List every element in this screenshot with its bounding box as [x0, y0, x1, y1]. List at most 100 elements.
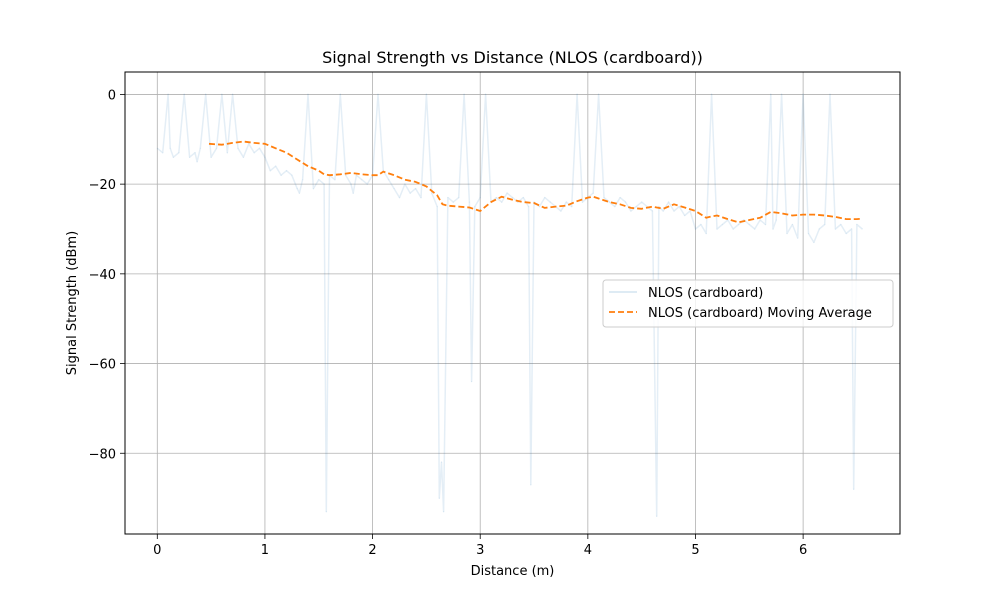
- moving-average-point: [566, 205, 567, 206]
- moving-average-point: [340, 174, 341, 175]
- raw-data-point: [479, 197, 481, 199]
- moving-average-point: [350, 172, 351, 173]
- raw-data-point: [818, 228, 820, 230]
- raw-data-point: [530, 484, 532, 486]
- moving-average-point: [598, 198, 599, 199]
- raw-data-point: [420, 197, 422, 199]
- x-tick-label: 5: [691, 543, 699, 558]
- raw-data-point: [807, 232, 810, 235]
- raw-data-point: [438, 497, 440, 499]
- moving-average-point: [856, 219, 857, 220]
- raw-data-point: [576, 93, 578, 95]
- raw-data-point: [511, 197, 514, 199]
- raw-data-point: [312, 188, 314, 190]
- raw-data-point: [522, 197, 524, 199]
- y-tick-label: −60: [89, 358, 116, 373]
- raw-data-point: [662, 210, 664, 212]
- raw-data-point: [377, 93, 379, 95]
- raw-data-point: [210, 156, 212, 158]
- raw-data-point: [705, 232, 707, 235]
- raw-data-point: [565, 201, 567, 203]
- raw-data-point: [447, 197, 449, 199]
- raw-data-point: [829, 93, 831, 95]
- raw-data-point: [549, 201, 551, 203]
- raw-data-point: [156, 147, 158, 149]
- raw-data-point: [781, 93, 783, 95]
- raw-data-point: [581, 201, 584, 203]
- raw-data-point: [775, 219, 777, 221]
- moving-average-point: [813, 214, 814, 215]
- raw-data-point: [352, 192, 354, 194]
- moving-average-point: [577, 201, 578, 202]
- moving-average-point: [630, 207, 631, 208]
- raw-data-point: [162, 152, 164, 154]
- raw-data-point: [673, 210, 675, 212]
- raw-data-point: [656, 515, 658, 517]
- moving-average-point: [372, 175, 373, 176]
- y-tick-label: −40: [89, 268, 116, 283]
- moving-average-point: [490, 202, 491, 203]
- raw-data-point: [748, 223, 750, 226]
- raw-data-point: [737, 223, 740, 226]
- raw-data-point: [759, 219, 761, 221]
- moving-average-point: [695, 210, 696, 211]
- raw-data-point: [253, 152, 255, 154]
- raw-data-point: [764, 223, 767, 226]
- moving-average-point: [620, 204, 621, 205]
- axes-frame: [124, 71, 901, 535]
- raw-data-point: [791, 223, 794, 226]
- raw-data-point: [404, 183, 406, 185]
- raw-data-point: [684, 214, 686, 217]
- raw-data-point: [754, 228, 756, 230]
- raw-data-point: [183, 93, 185, 95]
- raw-data-point: [458, 197, 460, 199]
- raw-data-point: [167, 93, 169, 95]
- raw-data-point: [694, 228, 697, 230]
- raw-data-point: [544, 197, 546, 199]
- moving-average-point: [275, 148, 276, 149]
- moving-average-point: [593, 196, 594, 197]
- moving-average-point: [609, 202, 610, 203]
- raw-data-point: [630, 210, 632, 212]
- raw-data-point: [215, 147, 218, 149]
- raw-data-point: [851, 228, 853, 230]
- raw-data-point: [275, 165, 277, 167]
- raw-data-point: [307, 93, 309, 95]
- raw-data-point: [350, 183, 352, 185]
- moving-average-point: [404, 179, 405, 180]
- raw-data-point: [248, 143, 250, 145]
- moving-average-point: [862, 218, 863, 219]
- raw-data-point: [264, 156, 266, 158]
- moving-average-point: [555, 206, 556, 207]
- moving-average-point: [727, 219, 728, 220]
- raw-data-point: [716, 228, 718, 230]
- raw-data-point: [824, 223, 826, 226]
- moving-average-point: [458, 206, 459, 207]
- raw-data-point: [258, 147, 261, 149]
- legend: NLOS (cardboard) NLOS (cardboard) Moving…: [602, 279, 894, 328]
- moving-average-point: [846, 219, 847, 220]
- moving-average-point: [394, 175, 395, 176]
- raw-data-point: [845, 232, 847, 235]
- raw-data-point: [786, 232, 788, 235]
- raw-data-point: [355, 174, 357, 176]
- raw-data-point: [409, 192, 411, 194]
- moving-average-point: [383, 171, 384, 172]
- raw-data-point: [619, 197, 621, 199]
- raw-data-point: [194, 152, 196, 154]
- moving-average-point: [663, 208, 664, 209]
- raw-data-point: [598, 93, 600, 95]
- raw-data-point: [425, 93, 427, 95]
- raw-data-point: [711, 93, 713, 95]
- raw-data-point: [463, 93, 465, 95]
- raw-data-point: [269, 170, 271, 172]
- moving-average-point: [512, 199, 513, 200]
- raw-data-point: [474, 206, 476, 208]
- x-tick-label: 2: [368, 543, 376, 558]
- raw-data-point: [678, 206, 680, 208]
- moving-average-point: [706, 217, 707, 218]
- raw-data-point: [658, 206, 660, 208]
- raw-data-point: [592, 192, 594, 194]
- y-tick-label: 0: [108, 88, 116, 103]
